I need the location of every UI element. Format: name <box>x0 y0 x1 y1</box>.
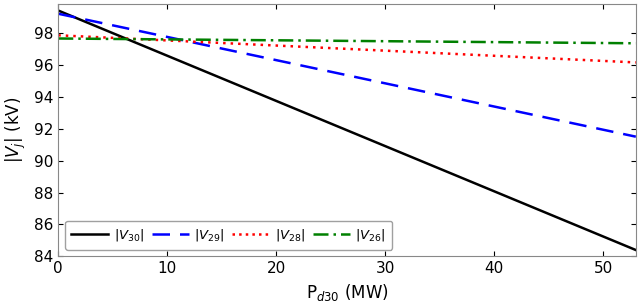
Y-axis label: $|V_j|$ (kV): $|V_j|$ (kV) <box>4 97 28 163</box>
Legend: $|V_{30}|$, $|V_{29}|$, $|V_{28}|$, $|V_{26}|$: $|V_{30}|$, $|V_{29}|$, $|V_{28}|$, $|V_… <box>65 221 392 250</box>
X-axis label: P$_{d30}$ (MW): P$_{d30}$ (MW) <box>306 282 388 303</box>
